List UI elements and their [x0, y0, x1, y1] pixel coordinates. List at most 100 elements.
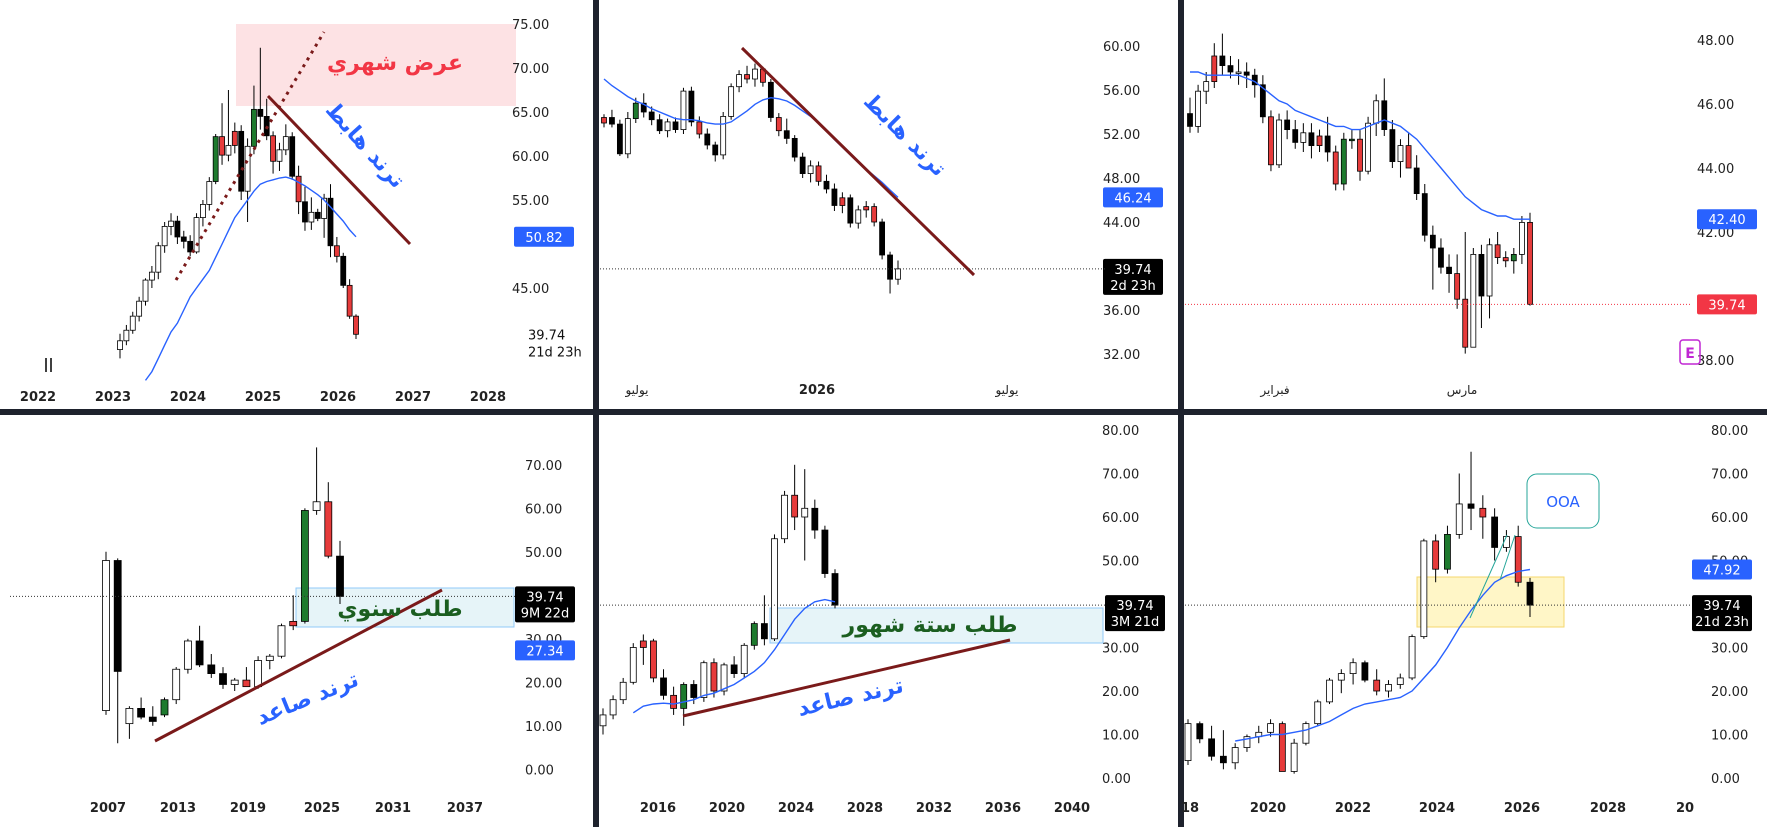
x-tick-label: 2019: [230, 801, 266, 816]
candle-body: [1444, 534, 1451, 570]
candle: [180, 230, 187, 249]
candle-body: [1494, 244, 1501, 259]
candle-body: [1184, 723, 1192, 761]
y-tick-label: 10.00: [525, 720, 562, 735]
daily-x-axis: فبراير مارس: [1259, 383, 1477, 398]
candle-body: [767, 81, 774, 118]
candle: [1284, 110, 1291, 140]
earnings-icon[interactable]: E: [1679, 339, 1701, 365]
candle: [300, 508, 309, 624]
candle: [1373, 669, 1381, 696]
candle-body: [206, 181, 213, 205]
candle: [871, 203, 878, 227]
candle: [1268, 110, 1274, 172]
candle: [1259, 75, 1266, 124]
candle: [148, 266, 155, 288]
candle: [183, 638, 192, 674]
candle-body: [1337, 673, 1345, 681]
candle-body: [238, 130, 245, 192]
panel-daily[interactable]: 48.00 46.00 44.00 42.00 38.00 فبراير مارس 42.…: [1185, 33, 1757, 398]
badge-background: [515, 586, 575, 623]
candle-body: [704, 133, 711, 146]
six-month-trend-line: [682, 638, 1011, 718]
panel-weekly[interactable]: ترند هابط 60.00 56.00 52.00 48.00 44.00 36.00…: [600, 40, 1163, 398]
candle-body: [1446, 266, 1452, 275]
badge-background: [1692, 595, 1752, 632]
candle-body: [333, 245, 340, 257]
candle-body: [599, 714, 607, 727]
candle: [879, 218, 886, 260]
candle: [212, 134, 219, 185]
x-tick-label: 2026: [799, 383, 835, 398]
candle-body: [801, 507, 809, 518]
candle-body: [231, 130, 238, 146]
candle-body: [847, 197, 854, 224]
candle-body: [1479, 507, 1487, 518]
candle-body: [200, 203, 206, 218]
candle: [1389, 120, 1396, 168]
x-tick-label: 2040: [1054, 801, 1090, 816]
panel-yearly[interactable]: طلب سنوي ترند صاعد 70.0060.0050.0030.002…: [10, 447, 575, 816]
candle: [1349, 658, 1357, 685]
candle: [720, 662, 728, 696]
candle-body: [1486, 244, 1493, 297]
daily-ma: [1190, 71, 1530, 220]
candle: [664, 118, 671, 138]
candle: [314, 208, 321, 222]
candle: [821, 525, 829, 578]
candle-body: [771, 538, 778, 640]
candle: [137, 697, 146, 720]
candle: [1337, 669, 1345, 694]
yearly-candles: [102, 447, 344, 744]
candle: [632, 97, 639, 123]
candle-body: [629, 647, 637, 683]
candle-body: [744, 74, 750, 80]
candle-body: [142, 279, 149, 302]
candle-body: [289, 136, 296, 177]
y-tick-label: 44.00: [1697, 162, 1734, 177]
candle: [601, 114, 607, 128]
candle: [1514, 525, 1522, 587]
candle-body: [728, 86, 735, 117]
candle: [1381, 78, 1388, 136]
candle-body: [1267, 723, 1274, 733]
candle: [1196, 721, 1204, 744]
daily-y-axis: 48.00 46.00 44.00 42.00 38.00: [1697, 34, 1734, 369]
candle: [863, 201, 870, 218]
candle: [1349, 129, 1355, 149]
candle-body: [1308, 132, 1315, 147]
candle: [616, 119, 623, 156]
x-tick-label: 2028: [1590, 801, 1626, 816]
moving-average-line: [1235, 568, 1531, 742]
candle: [1519, 216, 1525, 264]
divider-horizontal[interactable]: [0, 409, 1767, 415]
y-tick-label: 30.00: [1102, 642, 1139, 657]
candle: [831, 569, 839, 609]
y-tick-label: 60.00: [1102, 511, 1139, 526]
candle-body: [1187, 113, 1193, 127]
y-tick-label: 55.00: [512, 194, 549, 209]
candle: [680, 682, 688, 726]
candle-body: [1231, 747, 1239, 764]
candle-body: [1276, 119, 1282, 166]
panel-six-month[interactable]: طلب ستة شهور ترند صاعد 80.00 70.00 60.00 50…: [599, 424, 1165, 816]
candle: [1405, 132, 1412, 169]
weekly-x-axis: يوليو 2026 يوليو: [624, 383, 1018, 398]
candle: [155, 242, 162, 280]
ooa-callout[interactable]: OOA: [1469, 473, 1600, 619]
candle-body: [225, 145, 232, 156]
candle: [193, 213, 200, 254]
candle-body: [314, 211, 321, 219]
candle: [799, 152, 806, 178]
candle-body: [180, 236, 187, 242]
candle: [244, 138, 251, 222]
candle-body: [710, 662, 718, 692]
candle: [238, 125, 245, 200]
panel-monthly[interactable]: عرض شهري ترند هابط 75.00 70.00 65.00 60.00 5…: [20, 18, 582, 405]
candle-body: [1268, 116, 1274, 166]
y-tick-label: 60.00: [1103, 40, 1140, 55]
candle: [1357, 129, 1363, 181]
panel-quarterly[interactable]: OOA 80.0070.0060.0050.0030.0020.0010.000…: [1181, 424, 1752, 816]
